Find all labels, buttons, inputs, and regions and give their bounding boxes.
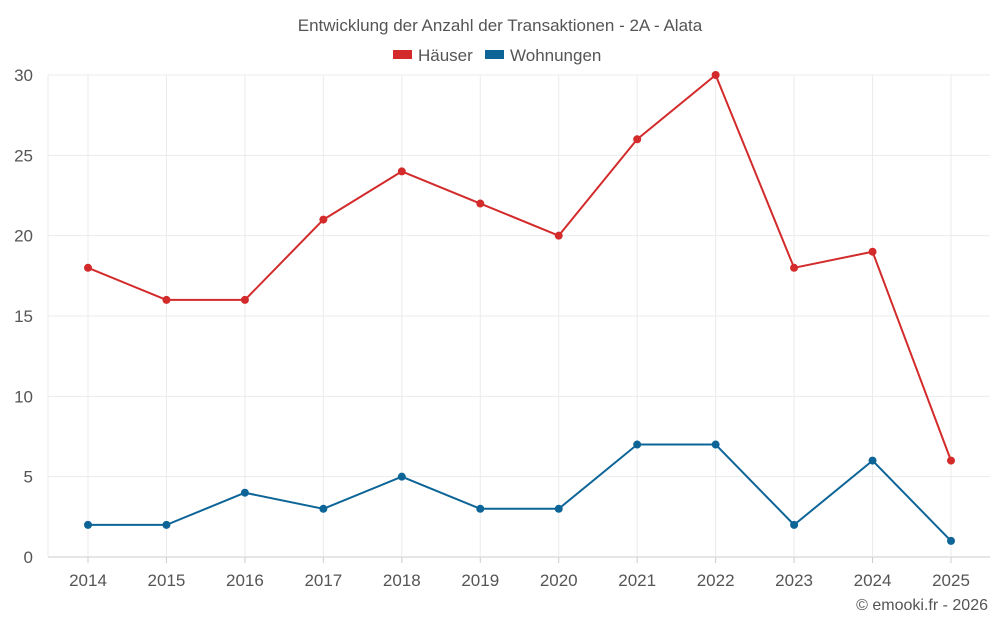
data-point-haeuser[interactable]	[711, 71, 720, 79]
y-tick-label: 15	[14, 307, 33, 326]
data-point-wohnungen[interactable]	[947, 536, 955, 545]
y-tick-label: 0	[24, 548, 33, 567]
x-tick-label: 2018	[383, 571, 421, 590]
data-point-haeuser[interactable]	[162, 295, 171, 304]
legend-label-wohnungen: Wohnungen	[510, 46, 601, 65]
x-tick-label: 2014	[69, 571, 107, 590]
legend-item-haeuser[interactable]: Häuser	[393, 46, 473, 65]
data-point-haeuser[interactable]	[554, 231, 563, 240]
x-tick-label: 2024	[854, 571, 892, 590]
y-tick-label: 30	[14, 66, 33, 85]
data-point-wohnungen[interactable]	[790, 520, 799, 529]
chart-title: Entwicklung der Anzahl der Transaktionen…	[298, 16, 703, 35]
series	[84, 71, 955, 545]
credit-text: © emooki.fr - 2026	[856, 597, 988, 614]
data-point-wohnungen[interactable]	[319, 504, 328, 513]
x-axis: 2014 2015 2016 2017 2018 2019 2020 2021 2022 2023…	[69, 557, 970, 590]
data-point-haeuser[interactable]	[633, 135, 642, 144]
y-tick-label: 10	[14, 387, 33, 406]
data-point-haeuser[interactable]	[868, 247, 877, 256]
gridlines	[47, 74, 990, 558]
data-point-wohnungen[interactable]	[711, 440, 720, 449]
data-point-wohnungen[interactable]	[397, 472, 406, 481]
data-point-haeuser[interactable]	[319, 215, 328, 224]
data-point-haeuser[interactable]	[397, 167, 406, 176]
data-point-haeuser[interactable]	[84, 263, 92, 272]
y-tick-label: 25	[14, 146, 33, 165]
x-tick-label: 2023	[775, 571, 813, 590]
data-point-wohnungen[interactable]	[476, 504, 485, 513]
legend-label-haeuser: Häuser	[418, 46, 473, 65]
series-line-haeuser	[87, 74, 952, 461]
data-point-wohnungen[interactable]	[554, 504, 563, 513]
legend-item-wohnungen[interactable]: Wohnungen	[485, 46, 601, 65]
data-point-haeuser[interactable]	[947, 456, 955, 465]
x-tick-label: 2017	[304, 571, 342, 590]
data-point-wohnungen[interactable]	[84, 520, 92, 529]
series-line-wohnungen	[88, 443, 952, 542]
x-tick-label: 2015	[148, 571, 186, 590]
data-point-haeuser[interactable]	[476, 199, 485, 208]
x-tick-label: 2022	[697, 571, 735, 590]
y-tick-label: 5	[24, 468, 33, 487]
y-tick-label: 20	[14, 227, 33, 246]
x-tick-label: 2021	[618, 571, 656, 590]
data-point-haeuser[interactable]	[240, 295, 249, 304]
data-point-wohnungen[interactable]	[633, 440, 642, 449]
x-tick-label: 2019	[461, 571, 499, 590]
legend-swatch-haeuser	[393, 50, 412, 59]
x-tick-label: 2020	[540, 571, 578, 590]
x-tick-label: 2025	[932, 571, 970, 590]
data-point-haeuser[interactable]	[790, 263, 799, 272]
data-point-wohnungen[interactable]	[162, 520, 171, 529]
data-point-wohnungen[interactable]	[868, 456, 877, 465]
x-tick-label: 2016	[226, 571, 264, 590]
data-point-wohnungen[interactable]	[240, 488, 249, 497]
y-axis: 0 5 10 15 20 25 30	[14, 66, 33, 567]
legend-swatch-wohnungen	[485, 50, 504, 59]
legend: Häuser Wohnungen	[393, 46, 601, 65]
